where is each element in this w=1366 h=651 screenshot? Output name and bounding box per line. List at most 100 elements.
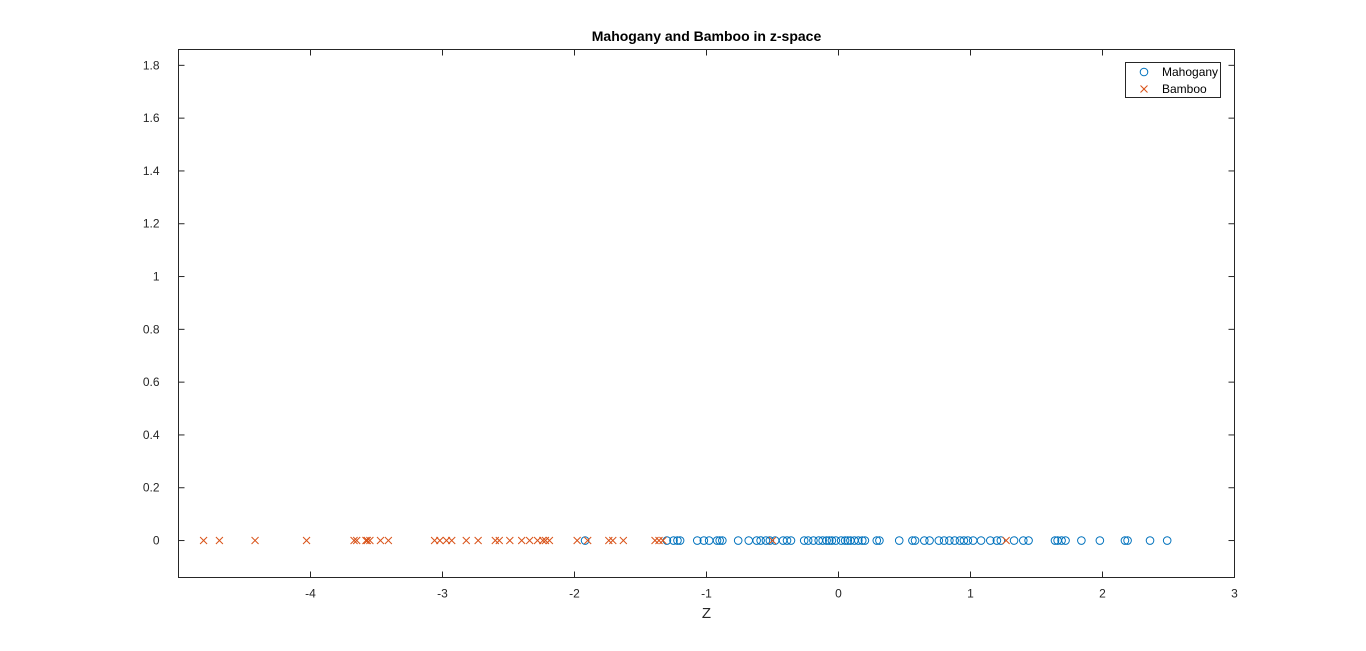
mahogany-point [996,536,1006,545]
mahogany-point [1145,536,1155,545]
bamboo-point [495,536,504,545]
mahogany-point [992,536,1002,545]
mahogany-point [831,536,841,545]
legend: Mahogany Bamboo [1125,62,1221,98]
x-axis-label: Z [701,605,712,622]
legend-label-mahogany: Mahogany [1162,65,1219,79]
x-tick-label: -2 [569,587,580,601]
mahogany-point [1162,536,1172,545]
mahogany-point [824,536,834,545]
ticks-layer: -4 -3 -2 -1 0 1 2 3 0 0.2 0.4 0.6 0.8 1 1.2 1.4 1.6 1.8 [143,49,1238,601]
bamboo-point [215,536,224,545]
mahogany-point [1024,536,1033,545]
bamboo-point [366,536,374,545]
mahogany-point [840,536,850,545]
bamboo-point [352,536,361,545]
bamboo-point [199,536,208,545]
mahogany-point [733,536,743,545]
y-tick-label: 1.6 [143,111,160,125]
mahogany-point [875,536,884,545]
x-tick-label: -1 [701,587,712,601]
legend-item-bamboo: Bamboo [1126,81,1220,98]
mahogany-point [986,536,995,545]
mahogany-point [945,536,954,545]
mahogany-point [976,536,986,545]
bamboo-point [302,536,311,545]
mahogany-point [715,536,725,545]
mahogany-point [843,536,853,545]
bamboo-point [608,536,617,545]
mahogany-point [959,536,969,545]
mahogany-point [925,536,934,545]
mahogany-point [822,536,831,545]
mahogany-point [827,536,837,545]
bamboo-point [384,536,393,545]
mahogany-point [872,536,882,545]
x-tick-label: 2 [1099,587,1106,601]
mahogany-point [1077,536,1086,545]
bamboo-point [517,536,526,545]
mahogany-point [1120,536,1130,545]
bamboo-point [447,536,456,545]
mahogany-point [908,536,917,545]
y-tick-label: 0.6 [143,375,160,389]
bamboo-point [376,536,385,545]
mahogany-point [799,536,809,545]
bamboo-point [583,536,592,545]
bamboo-point [436,536,444,545]
y-tick-label: 0.8 [143,322,160,336]
mahogany-point [836,536,846,545]
mahogany-point [1057,536,1066,545]
bamboo-point [474,536,482,545]
bamboo-point [1002,536,1010,545]
mahogany-point [939,536,949,545]
mahogany-point [809,536,818,545]
mahogany-point [857,536,867,545]
x-tick-label: 3 [1231,587,1238,601]
y-tick-label: 1 [153,270,160,284]
bamboo-point [768,536,777,545]
y-tick-label: 1.2 [143,217,160,231]
x-tick-label: 1 [967,587,974,601]
bamboo-point [505,536,514,545]
mahogany-point [818,536,827,545]
mahogany-point [699,536,709,545]
x-tick-label: -4 [305,587,316,601]
bamboo-point [545,536,554,545]
y-tick-label: 1.8 [143,58,160,72]
mahogany-point [950,536,959,545]
legend-circle-marker [1139,67,1149,77]
x-tick-label: -3 [437,587,448,601]
mahogany-point [752,536,761,545]
mahogany-point [580,536,590,545]
mahogany-point [712,536,722,545]
legend-item-mahogany: Mahogany [1126,64,1220,81]
bamboo-point [525,536,534,545]
mahogany-point [854,536,863,545]
mahogany-point [675,536,685,545]
mahogany-point [765,536,775,545]
mahogany-point [692,536,702,545]
legend-label-bamboo: Bamboo [1162,82,1207,96]
mahogany-point [963,536,973,545]
bamboo-point [251,536,259,545]
x-tick-label: 0 [835,587,842,601]
mahogany-point [718,536,727,545]
mahogany-point [1050,536,1060,545]
mahogany-point [786,536,796,545]
y-tick-label: 0.2 [143,481,160,495]
mahogany-point [673,536,682,545]
bamboo-point [659,536,667,545]
mahogany-point [934,536,944,545]
bamboo-point [363,536,372,545]
bamboo-point [619,536,628,545]
y-tick-label: 1.4 [143,164,160,178]
axes-box [178,49,1235,578]
mahogany-point [1019,536,1028,545]
y-tick-label: 0 [153,534,160,548]
mahogany-point [1095,536,1105,545]
mahogany-point [894,536,904,545]
mahogany-point [761,536,771,545]
